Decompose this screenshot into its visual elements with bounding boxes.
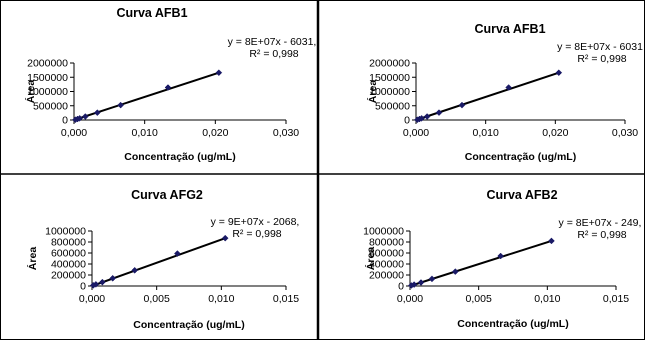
y-tick-label: 200000 — [369, 270, 404, 282]
y-tick-label: 500000 — [33, 100, 68, 112]
data-point — [505, 84, 513, 91]
data-point — [548, 237, 555, 245]
x-tick-label: 0,030 — [612, 127, 638, 139]
x-tick-label: 0,005 — [466, 293, 492, 305]
y-tick-label: 800000 — [369, 237, 404, 249]
data-point — [117, 101, 124, 109]
x-tick-label: 0,020 — [202, 127, 228, 139]
y-tick-label: 600000 — [51, 248, 86, 260]
y-tick-label: 2000000 — [27, 58, 68, 70]
x-axis-label: Concentração (ug/mL) — [124, 151, 235, 163]
x-tick-label: 0,020 — [542, 127, 568, 139]
x-tick-label: 0,000 — [403, 127, 429, 139]
r-squared-label: R² = 0,998 — [577, 229, 626, 241]
x-tick-label: 0,030 — [273, 127, 299, 139]
x-axis-label: Concentração (ug/mL) — [465, 151, 576, 163]
x-tick-label: 0,015 — [273, 293, 299, 305]
data-point — [92, 280, 100, 288]
x-axis-label: Concentração (ug/mL) — [457, 318, 568, 330]
y-tick-label: 0 — [398, 281, 404, 293]
data-point — [417, 279, 425, 286]
data-point — [435, 109, 443, 117]
chart-title: Curva AFB1 — [116, 6, 187, 20]
data-point — [131, 266, 139, 274]
chart-panel-1: Curva AFB1 y = 8E+07x - 6031,R² = 0,998 0 5… — [24, 6, 316, 163]
data-point — [174, 250, 181, 257]
r-squared-label: R² = 0,998 — [577, 53, 626, 65]
y-tick-label: 400000 — [369, 259, 404, 271]
y-tick-label: 1000000 — [27, 86, 68, 98]
y-tick-label: 2000000 — [369, 58, 410, 70]
trendline-equation: y = 8E+07x - 6031, — [228, 36, 317, 48]
data-point — [81, 113, 89, 120]
y-tick-label: 1500000 — [27, 72, 68, 84]
y-tick-label: 600000 — [369, 248, 404, 260]
x-tick-label: 0,010 — [473, 127, 499, 139]
y-tick-label: 200000 — [51, 270, 86, 282]
data-point — [423, 113, 431, 120]
chart-panel-4: Curva AFB2 y = 8E+07x - 249,R² = 0,998 020… — [363, 188, 641, 330]
data-point — [76, 114, 84, 122]
x-tick-label: 0,005 — [144, 293, 170, 305]
r-squared-label: R² = 0,998 — [232, 228, 281, 240]
y-axis-label: Área — [364, 247, 377, 271]
x-tick-label: 0,010 — [208, 293, 234, 305]
y-tick-label: 1500000 — [369, 72, 410, 84]
x-tick-label: 0,010 — [132, 127, 158, 139]
x-tick-label: 0,010 — [534, 293, 560, 305]
data-point — [109, 274, 117, 282]
trendline-equation: y = 9E+07x - 2068, — [211, 216, 300, 228]
y-axis-label: Área — [26, 247, 39, 271]
trendline-equation: y = 8E+07x - 249, — [559, 217, 642, 229]
chart-title: Curva AFG2 — [131, 188, 203, 202]
y-tick-label: 1000000 — [45, 226, 86, 238]
data-point — [451, 268, 459, 275]
data-point — [497, 252, 504, 260]
y-axis-label: Área — [366, 80, 379, 104]
data-point — [98, 278, 106, 286]
x-tick-label: 0,000 — [397, 293, 423, 305]
x-tick-label: 0,015 — [603, 293, 629, 305]
data-point — [215, 69, 223, 77]
data-point — [93, 109, 101, 117]
y-tick-label: 0 — [404, 115, 410, 127]
chart-title: Curva AFB2 — [486, 188, 557, 202]
y-tick-label: 400000 — [51, 259, 86, 271]
y-tick-label: 1000000 — [369, 86, 410, 98]
data-point — [410, 281, 418, 288]
data-point — [221, 234, 229, 242]
data-point — [428, 275, 436, 283]
data-point — [458, 101, 466, 109]
data-point — [555, 69, 563, 77]
y-tick-label: 0 — [80, 281, 86, 293]
y-tick-label: 1000000 — [363, 226, 404, 238]
y-tick-label: 0 — [62, 115, 68, 127]
y-axis-label: Área — [24, 80, 37, 104]
x-tick-label: 0,000 — [61, 127, 87, 139]
chart-title: Curva AFB1 — [474, 22, 545, 36]
y-tick-label: 800000 — [51, 237, 86, 249]
data-point — [164, 84, 172, 91]
trendline-equation: y = 8E+07x - 6031 — [557, 41, 643, 53]
x-axis-label: Concentração (ug/mL) — [133, 319, 244, 331]
x-tick-label: 0,000 — [79, 293, 105, 305]
r-squared-label: R² = 0,998 — [249, 48, 298, 60]
data-point — [418, 114, 425, 122]
y-tick-label: 500000 — [375, 100, 410, 112]
chart-panel-3: Curva AFG2 y = 9E+07x - 2068,R² = 0,998 02… — [26, 188, 299, 331]
